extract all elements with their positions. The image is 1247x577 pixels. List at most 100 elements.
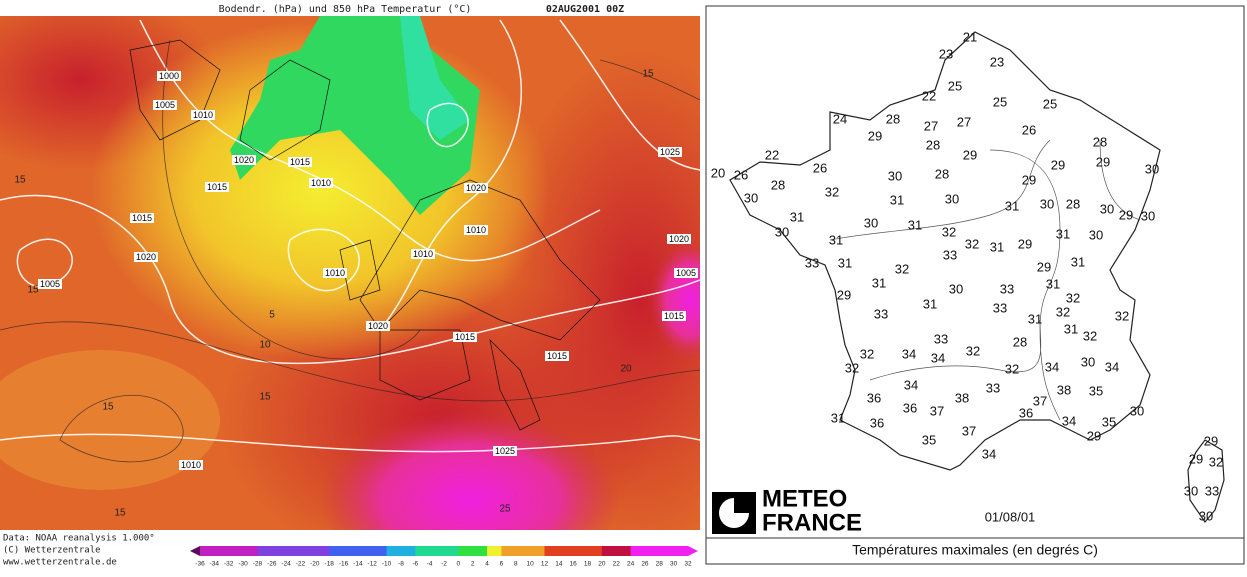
temperature: 31 (1071, 254, 1085, 269)
temperature: 31 (923, 296, 937, 311)
colorbar-cell (444, 546, 459, 556)
temperature: 29 (1204, 433, 1218, 448)
colorbar-cell (487, 546, 502, 556)
temperature: 30 (864, 215, 878, 230)
colorbar-cell (228, 546, 244, 556)
temperature: 33 (943, 247, 957, 262)
temperature: 37 (930, 403, 944, 418)
temperature: 25 (1043, 96, 1057, 111)
france-outline (729, 31, 1161, 471)
isobar-label: 1020 (234, 155, 254, 165)
temperature: 22 (765, 147, 779, 162)
colorbar-cell (329, 546, 345, 556)
colorbar-cell (659, 546, 675, 556)
isobar-label-box (38, 279, 62, 289)
temperature: 27 (924, 118, 938, 133)
temperature: 36 (1019, 405, 1033, 420)
obs-date: 01/08/01 (985, 509, 1036, 524)
colorbar-cell (644, 546, 660, 556)
isobar-label-box (288, 157, 312, 167)
temperature: 31 (1005, 198, 1019, 213)
isotherm-label: 15 (642, 69, 654, 80)
colorbar-cell (544, 546, 560, 556)
colorbar-cell (271, 546, 287, 556)
isobar-label-box (232, 155, 256, 165)
colorbar-cell (630, 546, 646, 556)
temperature: 31 (838, 255, 852, 270)
isobar-label-box (453, 332, 477, 342)
colorbar-cell (530, 546, 545, 556)
map-title: Bodendr. (hPa) und 850 hPa Temperatur (°… (219, 4, 472, 15)
temperature: 29 (1119, 207, 1133, 222)
temperature: 32 (1066, 290, 1080, 305)
logo-text: FRANCE (762, 509, 862, 536)
isobar-label-box (464, 225, 488, 235)
isobar-label: 1020 (466, 183, 486, 193)
isobar-label-box (130, 213, 154, 223)
temperature: 28 (1093, 134, 1107, 149)
temperature: 31 (1064, 321, 1078, 336)
isobar-label-box (323, 268, 347, 278)
temperature: 34 (982, 446, 996, 461)
logo-text: METEO (762, 485, 847, 512)
colorbar-cell (501, 546, 517, 556)
isobar-label-box (411, 249, 435, 259)
colorbar-cell (400, 546, 416, 556)
isobar-label: 1010 (181, 460, 201, 470)
colorbar-tick: -18 (324, 561, 334, 568)
colorbar-cell (243, 546, 258, 556)
temperature: 32 (965, 236, 979, 251)
isobar-label: 1010 (311, 178, 331, 188)
temperature: 38 (955, 390, 969, 405)
temperature: 31 (908, 217, 922, 232)
isobar-label-box (493, 446, 517, 456)
colorbar-tick: -16 (339, 561, 349, 568)
footer-line: (C) Wetterzentrale (3, 546, 101, 556)
temperature: 34 (902, 346, 916, 361)
colorbar-cell (573, 546, 589, 556)
temperature: 33 (993, 300, 1007, 315)
temperature: 21 (963, 29, 977, 44)
corsica-outline (1187, 439, 1225, 523)
colorbar-tick: -34 (210, 561, 220, 568)
temperature: 25 (948, 78, 962, 93)
weather-map (0, 16, 700, 530)
colorbar-cell (415, 546, 431, 556)
colorbar-tick: -8 (398, 561, 404, 568)
isotherm-label: 25 (499, 504, 511, 515)
temperature: 37 (1033, 393, 1047, 408)
temperature: 32 (966, 343, 980, 358)
isotherm-label: 15 (102, 402, 114, 413)
temperature: 23 (939, 46, 953, 61)
isobar-label: 1005 (155, 100, 175, 110)
isobar-label-box (366, 321, 390, 331)
temperature: 30 (1081, 354, 1095, 369)
temperature: 32 (942, 224, 956, 239)
colorbar-tick: -24 (281, 561, 291, 568)
temperature: 38 (1057, 382, 1071, 397)
colorbar-tick: 12 (541, 561, 549, 568)
temperature: 32 (1115, 308, 1129, 323)
colorbar-tick: -20 (310, 561, 320, 568)
isotherm-label: 15 (27, 285, 39, 296)
colorbar-tick: 22 (613, 561, 621, 568)
france-panel (705, 5, 1245, 565)
colorbar-cell (343, 546, 359, 556)
footer-line: Data: NOAA reanalysis 1.000° (3, 534, 155, 544)
colorbar-cell (558, 546, 574, 556)
temperature: 29 (1189, 451, 1203, 466)
colorbar-tick: 2 (471, 561, 475, 568)
temperature: 29 (1018, 236, 1032, 251)
isotherm-label: 20 (620, 364, 632, 375)
caption: Températures maximales (en degrés C) (852, 542, 1098, 558)
colorbar-tick: 14 (555, 561, 563, 568)
temperature: 30 (1184, 483, 1198, 498)
temperature: 31 (990, 239, 1004, 254)
colorbar-cell (616, 546, 632, 556)
temperature: 28 (926, 137, 940, 152)
temperature: 26 (1022, 122, 1036, 137)
isobar-label-box (545, 351, 569, 361)
colorbar-cell (472, 546, 488, 556)
temperature: 33 (874, 306, 888, 321)
isobar-label: 1010 (466, 225, 486, 235)
